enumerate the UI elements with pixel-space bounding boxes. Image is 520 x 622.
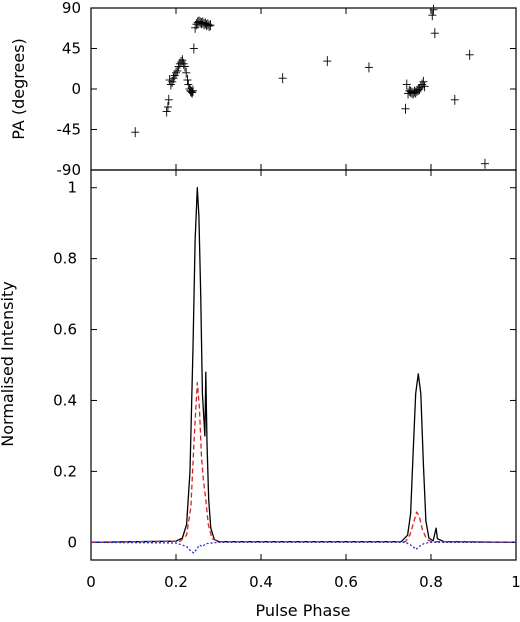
pa-point xyxy=(188,87,197,98)
pa-point xyxy=(172,67,180,78)
pa-point xyxy=(166,79,175,90)
pa-point xyxy=(420,81,429,92)
pa-point xyxy=(180,61,189,72)
top-y-tick-label: -90 xyxy=(57,161,82,179)
bottom-x-tick-label: 0.8 xyxy=(419,573,443,591)
pa-point xyxy=(131,127,140,138)
top-y-tick-label: -45 xyxy=(57,121,82,139)
pa-point xyxy=(187,86,196,97)
pa-point xyxy=(163,102,172,112)
top-plot-frame xyxy=(90,7,517,171)
linear-polarisation-line xyxy=(90,382,517,543)
bottom-y-tick-label: 0.4 xyxy=(53,391,77,409)
pa-point xyxy=(429,4,438,15)
pa-point xyxy=(205,21,214,31)
pa-point xyxy=(323,56,332,67)
pa-point xyxy=(419,76,428,87)
bottom-x-tick-label: 0.2 xyxy=(164,573,188,591)
x-axis-label: Pulse Phase xyxy=(256,601,351,620)
bottom-x-tick-label: 1 xyxy=(511,573,520,591)
top-y-tick-label: 90 xyxy=(62,0,81,17)
bottom-x-tick-label: 0.4 xyxy=(249,573,273,591)
pa-point xyxy=(402,79,411,90)
pa-point xyxy=(416,82,425,93)
bottom-y-tick-label: 0.8 xyxy=(53,250,77,268)
bottom-x-tick-label: 0.6 xyxy=(334,573,358,591)
pa-point xyxy=(182,67,191,78)
pa-point xyxy=(206,20,215,31)
intensity-lines xyxy=(90,187,517,554)
pa-point xyxy=(179,58,188,69)
top-tick-group: -90 -45 0 45 90 xyxy=(57,0,517,179)
bottom-plot-frame xyxy=(90,169,517,561)
pa-point xyxy=(164,94,173,105)
top-panel: -90 -45 0 45 90 PA (degrees) xyxy=(9,0,517,179)
top-y-tick-label: 0 xyxy=(71,80,81,98)
pa-point xyxy=(428,10,437,21)
pa-point xyxy=(450,94,459,105)
pa-point xyxy=(364,62,373,73)
top-y-tick-label: 45 xyxy=(62,40,81,58)
circular-polarisation-line xyxy=(90,541,516,554)
pa-point xyxy=(173,66,182,76)
bottom-y-tick-label: 1 xyxy=(67,179,77,197)
pa-point xyxy=(278,73,287,84)
bottom-y-axis-label: Normalised Intensity xyxy=(0,281,17,446)
pa-point xyxy=(401,103,410,114)
pa-point xyxy=(465,49,474,60)
top-y-axis-label: PA (degrees) xyxy=(9,38,28,140)
bottom-panel: 0 0.2 0.4 0.6 0.8 1 0 0.2 0.4 0.6 0.8 1 Normalised … xyxy=(0,169,520,620)
bottom-y-tick-label: 0.6 xyxy=(53,321,77,339)
bottom-y-tick-label: 0.2 xyxy=(53,462,77,480)
pa-point xyxy=(184,79,193,90)
bottom-y-tick-label: 0 xyxy=(67,533,77,551)
pa-point xyxy=(169,73,178,84)
total-intensity-line xyxy=(90,187,517,543)
pa-point xyxy=(430,28,439,39)
pa-point xyxy=(162,106,171,117)
pa-point xyxy=(189,43,198,54)
pa-point xyxy=(480,158,489,169)
pa-points xyxy=(131,4,489,169)
pa-point xyxy=(183,75,192,85)
bottom-x-tick-label: 0 xyxy=(86,573,96,591)
bottom-tick-group: 0 0.2 0.4 0.6 0.8 1 0 0.2 0.4 0.6 0.8 1 xyxy=(53,170,520,591)
pa-point xyxy=(189,85,197,96)
